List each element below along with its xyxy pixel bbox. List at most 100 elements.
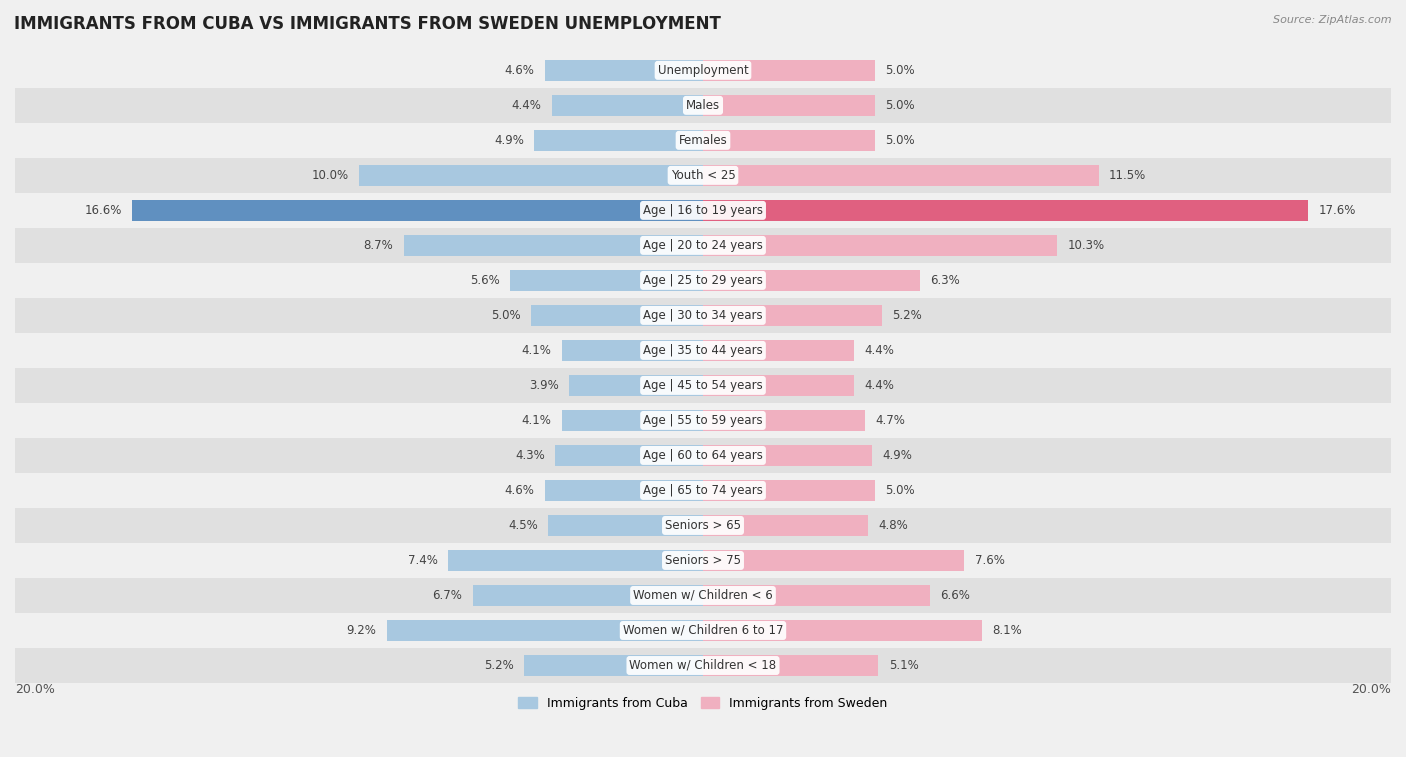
Bar: [524, 655, 703, 676]
Bar: [562, 410, 703, 431]
Text: Age | 45 to 54 years: Age | 45 to 54 years: [643, 379, 763, 392]
Bar: [15, 578, 1391, 613]
Bar: [703, 269, 920, 291]
Text: Women w/ Children < 18: Women w/ Children < 18: [630, 659, 776, 672]
Text: 4.9%: 4.9%: [495, 134, 524, 147]
Bar: [703, 584, 929, 606]
Text: IMMIGRANTS FROM CUBA VS IMMIGRANTS FROM SWEDEN UNEMPLOYMENT: IMMIGRANTS FROM CUBA VS IMMIGRANTS FROM …: [14, 15, 721, 33]
Bar: [569, 375, 703, 396]
Text: Unemployment: Unemployment: [658, 64, 748, 77]
Text: 5.6%: 5.6%: [470, 274, 501, 287]
Text: Source: ZipAtlas.com: Source: ZipAtlas.com: [1274, 15, 1392, 25]
Bar: [15, 298, 1391, 333]
Text: Youth < 25: Youth < 25: [671, 169, 735, 182]
Text: 9.2%: 9.2%: [346, 624, 377, 637]
Bar: [703, 304, 882, 326]
Bar: [703, 60, 875, 81]
Text: 5.0%: 5.0%: [886, 64, 915, 77]
Text: 6.6%: 6.6%: [941, 589, 970, 602]
Bar: [15, 88, 1391, 123]
Text: 4.3%: 4.3%: [515, 449, 544, 462]
Bar: [548, 515, 703, 536]
Text: 4.4%: 4.4%: [865, 344, 894, 357]
Bar: [703, 200, 1309, 221]
Text: Age | 20 to 24 years: Age | 20 to 24 years: [643, 239, 763, 252]
Text: Seniors > 65: Seniors > 65: [665, 519, 741, 532]
Bar: [703, 129, 875, 151]
Bar: [404, 235, 703, 257]
Text: Males: Males: [686, 99, 720, 112]
Text: 5.0%: 5.0%: [886, 484, 915, 497]
Bar: [15, 403, 1391, 438]
Text: 5.0%: 5.0%: [886, 99, 915, 112]
Bar: [544, 480, 703, 501]
Bar: [15, 158, 1391, 193]
Text: Females: Females: [679, 134, 727, 147]
Bar: [534, 129, 703, 151]
Text: 11.5%: 11.5%: [1109, 169, 1146, 182]
Text: 20.0%: 20.0%: [15, 683, 55, 696]
Text: 20.0%: 20.0%: [1351, 683, 1391, 696]
Text: 16.6%: 16.6%: [84, 204, 122, 217]
Bar: [703, 620, 981, 641]
Bar: [472, 584, 703, 606]
Bar: [551, 95, 703, 117]
Text: 4.7%: 4.7%: [875, 414, 905, 427]
Bar: [15, 53, 1391, 88]
Text: 4.9%: 4.9%: [882, 449, 911, 462]
Text: 5.0%: 5.0%: [491, 309, 520, 322]
Bar: [703, 95, 875, 117]
Bar: [703, 235, 1057, 257]
Text: 8.7%: 8.7%: [364, 239, 394, 252]
Text: 4.1%: 4.1%: [522, 414, 551, 427]
Bar: [703, 515, 868, 536]
Bar: [15, 438, 1391, 473]
Text: 5.2%: 5.2%: [893, 309, 922, 322]
Text: Age | 16 to 19 years: Age | 16 to 19 years: [643, 204, 763, 217]
Text: 6.3%: 6.3%: [929, 274, 960, 287]
Bar: [15, 193, 1391, 228]
Text: Age | 65 to 74 years: Age | 65 to 74 years: [643, 484, 763, 497]
Text: 4.4%: 4.4%: [512, 99, 541, 112]
Text: Age | 55 to 59 years: Age | 55 to 59 years: [643, 414, 763, 427]
Text: 5.2%: 5.2%: [484, 659, 513, 672]
Text: 7.4%: 7.4%: [408, 554, 439, 567]
Bar: [703, 164, 1098, 186]
Bar: [449, 550, 703, 572]
Bar: [562, 340, 703, 361]
Text: 10.0%: 10.0%: [312, 169, 349, 182]
Text: 7.6%: 7.6%: [974, 554, 1005, 567]
Bar: [15, 543, 1391, 578]
Text: 6.7%: 6.7%: [432, 589, 463, 602]
Text: Women w/ Children < 6: Women w/ Children < 6: [633, 589, 773, 602]
Text: 8.1%: 8.1%: [993, 624, 1022, 637]
Bar: [15, 333, 1391, 368]
Bar: [387, 620, 703, 641]
Text: Age | 60 to 64 years: Age | 60 to 64 years: [643, 449, 763, 462]
Text: 5.1%: 5.1%: [889, 659, 918, 672]
Bar: [531, 304, 703, 326]
Bar: [510, 269, 703, 291]
Bar: [703, 550, 965, 572]
Text: 3.9%: 3.9%: [529, 379, 558, 392]
Bar: [15, 473, 1391, 508]
Bar: [15, 648, 1391, 683]
Legend: Immigrants from Cuba, Immigrants from Sweden: Immigrants from Cuba, Immigrants from Sw…: [513, 692, 893, 715]
Text: 17.6%: 17.6%: [1319, 204, 1357, 217]
Text: Age | 30 to 34 years: Age | 30 to 34 years: [643, 309, 763, 322]
Bar: [703, 655, 879, 676]
Bar: [703, 375, 855, 396]
Text: Seniors > 75: Seniors > 75: [665, 554, 741, 567]
Bar: [15, 368, 1391, 403]
Text: 4.1%: 4.1%: [522, 344, 551, 357]
Bar: [15, 508, 1391, 543]
Text: 4.6%: 4.6%: [505, 64, 534, 77]
Bar: [703, 410, 865, 431]
Text: 4.8%: 4.8%: [879, 519, 908, 532]
Bar: [544, 60, 703, 81]
Bar: [15, 263, 1391, 298]
Bar: [15, 123, 1391, 158]
Bar: [703, 444, 872, 466]
Bar: [132, 200, 703, 221]
Text: 5.0%: 5.0%: [886, 134, 915, 147]
